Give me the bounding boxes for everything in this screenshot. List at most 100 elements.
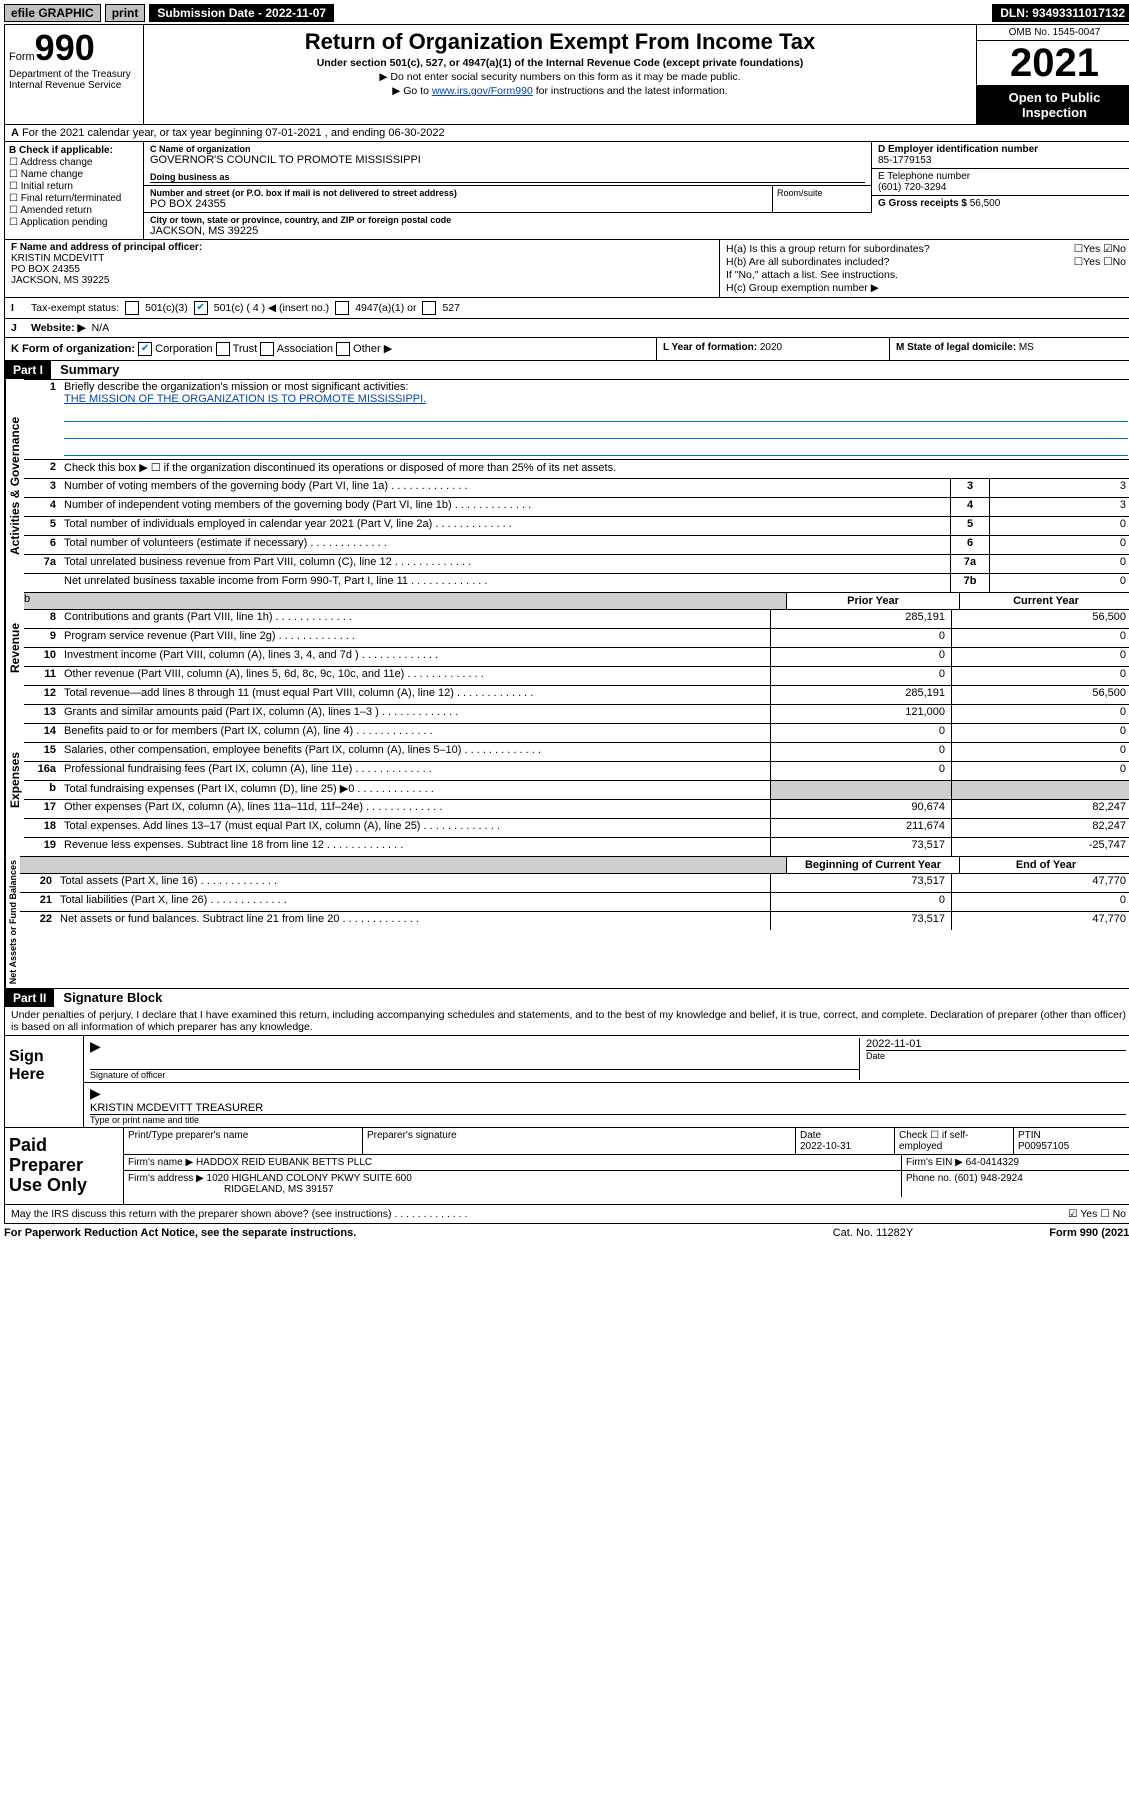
line-text: Total number of volunteers (estimate if … xyxy=(60,536,950,554)
chk-amended[interactable]: Amended return xyxy=(9,205,139,216)
website-val: N/A xyxy=(92,322,110,334)
line-num: 13 xyxy=(24,705,60,723)
firm-ein: 64-0414329 xyxy=(966,1157,1019,1168)
ein-val: 85-1779153 xyxy=(878,155,1126,166)
room-lbl: Room/suite xyxy=(773,186,872,212)
may-irs-yn[interactable]: ☑ Yes ☐ No xyxy=(1068,1208,1126,1220)
addr-val: PO BOX 24355 xyxy=(150,198,766,210)
prior-val: 0 xyxy=(770,724,951,742)
line-text: Revenue less expenses. Subtract line 18 … xyxy=(60,838,770,856)
phone-val: (601) 948-2924 xyxy=(954,1173,1022,1184)
year-formation: 2020 xyxy=(760,342,782,353)
curr-val: 56,500 xyxy=(951,610,1129,628)
hdr-boy: Beginning of Current Year xyxy=(786,857,959,873)
mission-text[interactable]: THE MISSION OF THE ORGANIZATION IS TO PR… xyxy=(64,393,426,405)
website-lbl: Website: ▶ xyxy=(31,322,86,334)
line-num: 22 xyxy=(20,912,56,930)
prior-val: 0 xyxy=(770,648,951,666)
efile-link[interactable]: efile GRAPHIC xyxy=(4,4,101,22)
officer-addr: PO BOX 24355 xyxy=(11,264,80,275)
hdr-curr: Current Year xyxy=(959,593,1129,609)
line-num: 16a xyxy=(24,762,60,780)
part1-hdr: Part I xyxy=(5,361,51,379)
col-b-title: B Check if applicable: xyxy=(9,145,113,156)
curr-val: 47,770 xyxy=(951,912,1129,930)
chk-assoc[interactable] xyxy=(260,342,274,356)
prep-name-lbl: Print/Type preparer's name xyxy=(124,1128,363,1154)
line-num: 7a xyxy=(24,555,60,573)
firm-addr: 1020 HIGHLAND COLONY PKWY SUITE 600 xyxy=(207,1173,412,1184)
chk-address[interactable]: Address change xyxy=(9,157,139,168)
goto-pre: ▶ Go to xyxy=(392,85,432,97)
chk-corp[interactable] xyxy=(138,342,152,356)
org-name: GOVERNOR'S COUNCIL TO PROMOTE MISSISSIPP… xyxy=(150,154,865,166)
line-box: 7a xyxy=(950,555,989,573)
chk-other[interactable] xyxy=(336,342,350,356)
opt-501c4: 501(c) ( 4 ) ◀ (insert no.) xyxy=(214,302,329,314)
line-num: 15 xyxy=(24,743,60,761)
prior-val: 0 xyxy=(770,629,951,647)
chk-4947[interactable] xyxy=(335,301,349,315)
gross-val: 56,500 xyxy=(970,198,1001,209)
prior-val: 0 xyxy=(770,743,951,761)
part2-title: Signature Block xyxy=(57,988,168,1007)
chk-final[interactable]: Final return/terminated xyxy=(9,193,139,204)
ha-text: H(a) Is this a group return for subordin… xyxy=(726,243,930,255)
form-subtitle: Under section 501(c), 527, or 4947(a)(1)… xyxy=(150,57,970,69)
header-left: Form990 Department of the Treasury Inter… xyxy=(5,25,144,124)
part1: Part I Summary Activities & Governance 1… xyxy=(5,361,1129,988)
vlabel-gov: Activities & Governance xyxy=(5,379,24,592)
line-text: Other revenue (Part VIII, column (A), li… xyxy=(60,667,770,685)
curr-val: 82,247 xyxy=(951,800,1129,818)
firm-name: HADDOX REID EUBANK BETTS PLLC xyxy=(196,1157,372,1168)
line-text: Investment income (Part VIII, column (A)… xyxy=(60,648,770,666)
rev-spacer: b xyxy=(24,593,786,609)
line-num xyxy=(24,574,60,592)
officer-name: KRISTIN MCDEVITT xyxy=(11,253,104,264)
chk-name[interactable]: Name change xyxy=(9,169,139,180)
line-num: 10 xyxy=(24,648,60,666)
prior-val: 90,674 xyxy=(770,800,951,818)
header-right: OMB No. 1545-0047 2021 Open to Public In… xyxy=(976,25,1129,124)
chk-initial[interactable]: Initial return xyxy=(9,181,139,192)
domicile-val: MS xyxy=(1019,342,1034,353)
chk-pending[interactable]: Application pending xyxy=(9,217,139,228)
line-num: 3 xyxy=(24,479,60,497)
firm-ein-lbl: Firm's EIN ▶ xyxy=(906,1157,963,1168)
col-de: D Employer identification number 85-1779… xyxy=(872,142,1129,239)
irs-link[interactable]: www.irs.gov/Form990 xyxy=(432,85,533,97)
goto-post: for instructions and the latest informat… xyxy=(533,85,728,97)
line-box: 6 xyxy=(950,536,989,554)
line-text: Total fundraising expenses (Part IX, col… xyxy=(60,781,770,799)
taxyear-text: For the 2021 calendar year, or tax year … xyxy=(22,127,445,139)
line-num: 21 xyxy=(20,893,56,911)
chk-527[interactable] xyxy=(422,301,436,315)
opt-other: Other ▶ xyxy=(353,343,392,355)
hc-text: H(c) Group exemption number ▶ xyxy=(726,282,879,294)
line-text: Total revenue—add lines 8 through 11 (mu… xyxy=(60,686,770,704)
topbar: efile GRAPHIC print Submission Date - 20… xyxy=(4,4,1129,22)
sig-name-lbl: Type or print name and title xyxy=(90,1114,1126,1125)
chk-501c4[interactable] xyxy=(194,301,208,315)
line-num: 18 xyxy=(24,819,60,837)
header-mid: Return of Organization Exempt From Incom… xyxy=(144,25,976,124)
opt-501c3: 501(c)(3) xyxy=(145,302,188,314)
chk-trust[interactable] xyxy=(216,342,230,356)
curr-val xyxy=(951,781,1129,799)
line-text: Number of independent voting members of … xyxy=(60,498,950,516)
col-b: B Check if applicable: Address change Na… xyxy=(5,142,144,239)
omb-number: OMB No. 1545-0047 xyxy=(977,25,1129,41)
hb-yn[interactable]: ☐Yes ☐No xyxy=(1074,256,1126,268)
section-bcde: B Check if applicable: Address change Na… xyxy=(5,142,1129,240)
chk-501c3[interactable] xyxy=(125,301,139,315)
pra-notice: For Paperwork Reduction Act Notice, see … xyxy=(4,1227,773,1239)
hdr-eoy: End of Year xyxy=(959,857,1129,873)
prep-self[interactable]: Check ☐ if self-employed xyxy=(895,1128,1014,1154)
curr-val: -25,747 xyxy=(951,838,1129,856)
print-link[interactable]: print xyxy=(105,4,146,22)
prior-val: 0 xyxy=(770,667,951,685)
ha-yn[interactable]: ☐Yes ☑No xyxy=(1074,243,1126,255)
curr-val: 0 xyxy=(951,629,1129,647)
line-text: Other expenses (Part IX, column (A), lin… xyxy=(60,800,770,818)
firm-addr-lbl: Firm's address ▶ xyxy=(128,1173,204,1184)
